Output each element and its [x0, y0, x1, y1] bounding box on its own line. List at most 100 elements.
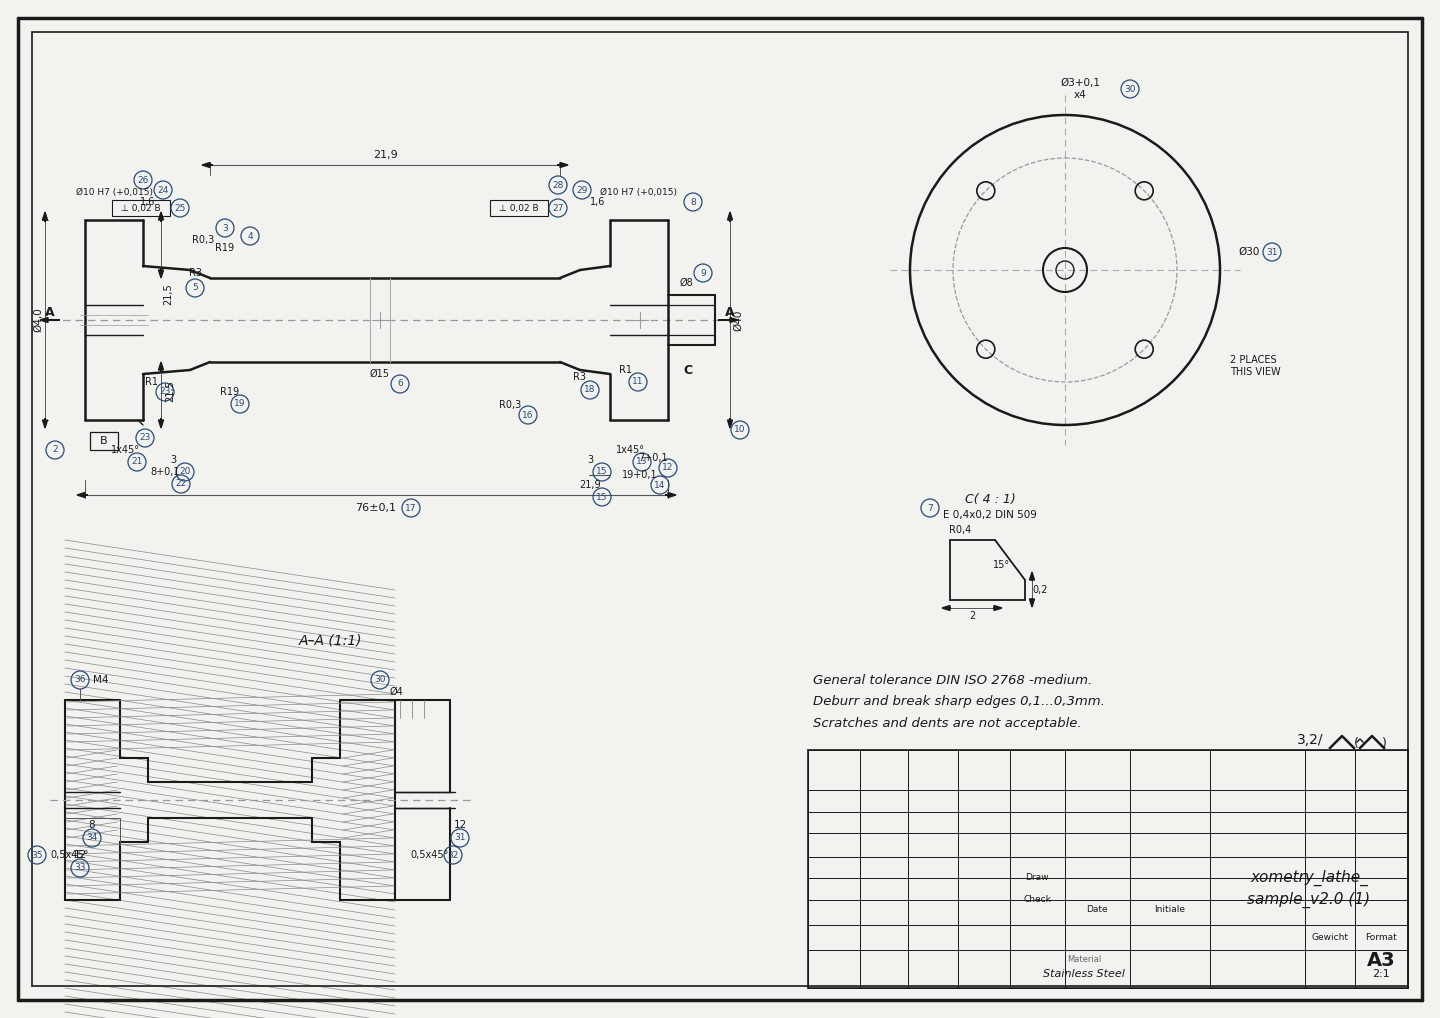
FancyArrow shape	[158, 268, 164, 278]
Text: 9: 9	[700, 269, 706, 278]
Text: 19: 19	[235, 399, 246, 408]
Text: ⊥ 0,02 B: ⊥ 0,02 B	[500, 204, 539, 213]
Text: Date: Date	[1086, 905, 1107, 914]
Text: Stainless Steel: Stainless Steel	[1043, 969, 1125, 979]
Text: 15°: 15°	[994, 560, 1011, 570]
Text: E 0,4x0,2 DIN 509: E 0,4x0,2 DIN 509	[943, 510, 1037, 520]
Text: 20: 20	[180, 467, 190, 476]
Text: R0,4: R0,4	[949, 525, 971, 535]
Text: THIS VIEW: THIS VIEW	[1230, 367, 1280, 377]
Text: Format: Format	[1365, 934, 1397, 943]
Text: 21,9: 21,9	[579, 480, 600, 490]
Text: 1,6: 1,6	[140, 197, 156, 207]
Text: 15: 15	[596, 467, 608, 476]
Bar	[490, 200, 549, 216]
Text: 25: 25	[174, 204, 186, 213]
Text: 22: 22	[176, 479, 187, 489]
Text: 32: 32	[448, 850, 459, 859]
Text: Ø3+0,1: Ø3+0,1	[1060, 78, 1100, 88]
Text: R1: R1	[144, 377, 157, 387]
FancyArrow shape	[1030, 598, 1034, 607]
Text: 2: 2	[52, 446, 58, 454]
FancyArrow shape	[43, 418, 48, 428]
Text: R3: R3	[189, 268, 202, 278]
Text: 3: 3	[222, 224, 228, 232]
Text: 30: 30	[1125, 84, 1136, 94]
Text: 2: 2	[969, 611, 975, 621]
Text: 4: 4	[248, 231, 253, 240]
Text: 12: 12	[454, 821, 467, 830]
Text: Ø4: Ø4	[390, 687, 403, 697]
Text: Check: Check	[1022, 896, 1051, 905]
Text: R0,3: R0,3	[192, 235, 215, 245]
Text: 7+0,1: 7+0,1	[638, 453, 668, 463]
Text: 35: 35	[32, 850, 43, 859]
Text: Initiale: Initiale	[1155, 905, 1185, 914]
Text: (: (	[1354, 737, 1358, 750]
Text: ⊥ 0,02 B: ⊥ 0,02 B	[121, 204, 161, 213]
Text: 1x45°: 1x45°	[111, 445, 140, 455]
Text: sample_v2.0 (1): sample_v2.0 (1)	[1247, 892, 1371, 908]
Text: ): )	[1381, 737, 1387, 750]
Text: Ø4,0: Ø4,0	[33, 307, 43, 332]
Text: Draw: Draw	[1025, 873, 1048, 883]
Text: 10: 10	[734, 426, 746, 435]
Text: Deburr and break sharp edges 0,1...0,3mm.: Deburr and break sharp edges 0,1...0,3mm…	[814, 695, 1104, 709]
Text: 18: 18	[585, 386, 596, 395]
Text: 33: 33	[75, 863, 86, 872]
Text: C: C	[684, 363, 693, 377]
Text: Ø40: Ø40	[733, 309, 743, 331]
Text: M4: M4	[94, 675, 108, 685]
Text: 21,9: 21,9	[373, 150, 397, 160]
Text: Ø10 H7 (+0,015): Ø10 H7 (+0,015)	[75, 187, 153, 196]
Text: A3: A3	[1367, 951, 1395, 969]
Text: 21,5: 21,5	[163, 283, 173, 304]
Text: 5: 5	[192, 283, 197, 292]
Text: 29: 29	[576, 185, 588, 194]
Text: 1,6: 1,6	[590, 197, 606, 207]
Text: 0,2: 0,2	[1032, 585, 1048, 595]
Text: 6: 6	[397, 380, 403, 389]
Text: 12: 12	[662, 463, 674, 472]
Text: 27: 27	[553, 204, 563, 213]
Text: 23: 23	[160, 388, 171, 396]
Text: Gewicht: Gewicht	[1312, 934, 1348, 943]
Bar	[112, 200, 170, 216]
Text: A: A	[45, 305, 55, 319]
FancyArrow shape	[1030, 572, 1034, 581]
FancyArrow shape	[557, 163, 567, 168]
Text: 76±0,1: 76±0,1	[356, 503, 396, 513]
Text: Ø10 H7 (+0,015): Ø10 H7 (+0,015)	[600, 187, 677, 196]
FancyArrow shape	[942, 606, 950, 611]
Text: 36: 36	[75, 676, 86, 684]
Text: 0,5x45°: 0,5x45°	[50, 850, 88, 860]
FancyArrow shape	[40, 318, 60, 323]
FancyArrow shape	[43, 212, 48, 222]
FancyArrow shape	[158, 212, 164, 222]
Text: General tolerance DIN ISO 2768 -medium.: General tolerance DIN ISO 2768 -medium.	[814, 674, 1093, 686]
Text: A: A	[726, 305, 734, 319]
Text: 14: 14	[654, 480, 665, 490]
Text: 31: 31	[1266, 247, 1277, 257]
Text: 8: 8	[89, 821, 95, 830]
Text: R0,3: R0,3	[498, 400, 521, 410]
Text: 34: 34	[86, 834, 98, 843]
Text: R19: R19	[216, 243, 235, 253]
Text: 21,5: 21,5	[166, 380, 176, 402]
FancyArrow shape	[727, 212, 733, 222]
FancyArrow shape	[158, 418, 164, 428]
Text: 3: 3	[588, 455, 593, 465]
Text: 8: 8	[690, 197, 696, 207]
Text: Ø15: Ø15	[370, 369, 390, 379]
Text: 31: 31	[454, 834, 465, 843]
FancyArrow shape	[994, 606, 1002, 611]
Text: 23: 23	[140, 434, 151, 443]
Text: R1: R1	[619, 365, 632, 375]
Text: 30: 30	[374, 676, 386, 684]
Text: 28: 28	[553, 180, 563, 189]
Text: R19: R19	[220, 387, 239, 397]
Text: 2 PLACES: 2 PLACES	[1230, 355, 1277, 365]
Bar	[89, 432, 118, 450]
Text: 1x45°: 1x45°	[615, 445, 645, 455]
Text: 8+0,1: 8+0,1	[150, 467, 180, 477]
